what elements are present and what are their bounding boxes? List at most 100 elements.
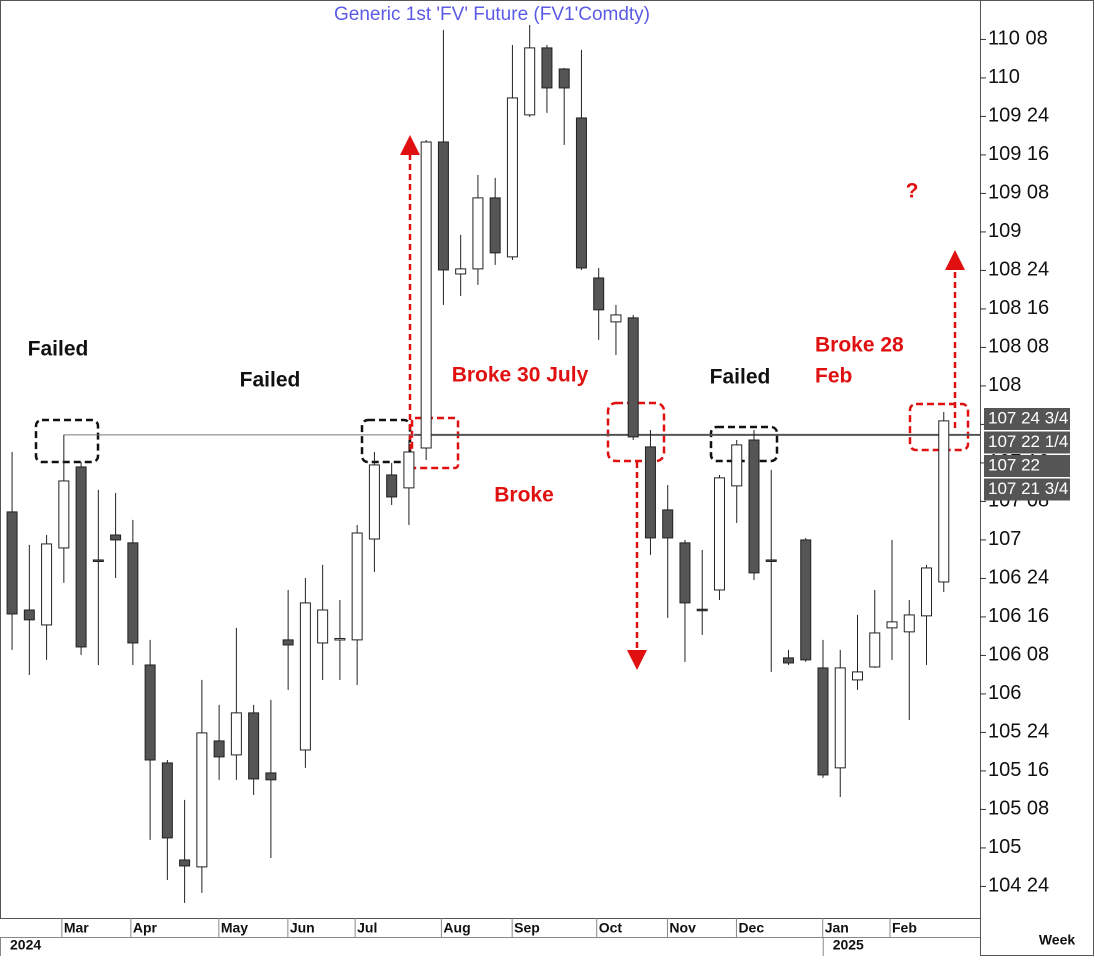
y-tick-label: 109 24	[988, 105, 1049, 127]
chart-title: Generic 1st 'FV' Future (FV1'Comdty)	[334, 4, 650, 25]
candle-body	[317, 609, 329, 644]
arrows	[400, 135, 965, 670]
y-tick-label: 110	[988, 66, 1020, 88]
candle-body	[368, 464, 380, 540]
candle-body	[593, 277, 605, 311]
candle-body	[386, 474, 398, 498]
price-tag-label: 107 22	[988, 455, 1040, 474]
candle-body	[800, 539, 812, 661]
candle-body	[644, 446, 656, 539]
x-axis-label: Week	[1039, 932, 1076, 948]
y-tick-label: 108 08	[988, 336, 1049, 358]
y-tick-label: 106	[988, 682, 1021, 704]
x-tick-label: Aug	[443, 920, 470, 936]
x-tick-label: Jun	[290, 920, 315, 936]
candle-body	[213, 740, 225, 758]
annotation: Broke 30 July	[452, 364, 589, 387]
y-tick-label: 107	[988, 528, 1021, 550]
candle-body	[230, 712, 242, 756]
candle-body	[299, 602, 311, 751]
candle-body	[420, 141, 432, 449]
candle-body	[782, 657, 794, 664]
candle-body	[351, 532, 363, 641]
price-tag	[984, 478, 1070, 501]
x-tick-label: Mar	[64, 920, 89, 936]
candle-body	[938, 420, 950, 583]
candle-body	[179, 859, 191, 867]
candle-body	[662, 509, 674, 539]
candle-body	[765, 559, 777, 562]
y-tick-label: 110 08	[988, 28, 1048, 50]
annotation: ?	[906, 180, 919, 203]
y-tick-label: 104 24	[988, 875, 1049, 897]
candle-body	[921, 567, 933, 617]
price-tag-label: 107 22 1/4	[988, 432, 1068, 451]
candle-body	[679, 542, 691, 604]
candle-body	[23, 609, 35, 621]
y-tick-label: 108	[988, 374, 1021, 396]
candle-body	[282, 639, 294, 646]
candle-body	[161, 762, 173, 839]
y-tick-label: 109 08	[988, 182, 1049, 204]
candle-body	[575, 117, 587, 269]
y-tick-label: 109	[988, 220, 1021, 242]
price-tag-label: 107 21 3/4	[988, 479, 1068, 498]
x-tick-label: May	[221, 920, 248, 936]
candle-body	[75, 466, 87, 648]
year-label: 2024	[10, 937, 41, 953]
price-tag	[984, 455, 1070, 477]
annotation: Failed	[710, 366, 771, 389]
box	[410, 416, 460, 470]
y-tick-label: 109 16	[988, 143, 1049, 165]
candle-body	[713, 477, 725, 591]
box	[709, 425, 779, 463]
candle-body	[455, 268, 467, 275]
candle-body	[610, 314, 622, 323]
candle-body	[817, 667, 829, 776]
candle-body	[334, 637, 346, 641]
price-tag-label: 107 24 3/4	[988, 408, 1068, 427]
box	[360, 418, 412, 464]
y-tick-label: 105 08	[988, 798, 1049, 820]
y-tick-label: 108 24	[988, 259, 1049, 281]
candle-body	[41, 543, 53, 626]
x-tick-label: Jan	[825, 920, 849, 936]
candle-body	[92, 559, 104, 562]
x-tick-label: Jul	[357, 920, 377, 936]
candle-body	[541, 47, 553, 89]
y-tick-label: 105 16	[988, 759, 1049, 781]
candle-body	[437, 141, 449, 271]
candle-body	[489, 197, 501, 254]
candle-body	[696, 608, 708, 612]
annotation: Failed	[28, 338, 89, 361]
candle-body	[127, 542, 139, 644]
box	[606, 401, 666, 463]
candle-body	[403, 451, 415, 489]
y-tick-label: 106 24	[988, 567, 1049, 589]
candle-body	[558, 68, 570, 89]
x-tick-label: Dec	[738, 920, 764, 936]
year-label: 2025	[833, 937, 864, 953]
x-tick-label: Sep	[514, 920, 540, 936]
price-tag	[984, 431, 1070, 454]
y-tick-label: 106 08	[988, 644, 1049, 666]
candle-body	[886, 621, 898, 629]
candle-body	[748, 439, 760, 574]
candle-body	[6, 511, 18, 615]
candle-body	[869, 632, 881, 668]
candle-body	[834, 667, 846, 769]
boxes	[34, 401, 970, 470]
x-tick-label: Apr	[133, 920, 158, 936]
candle-body	[196, 732, 208, 868]
y-tick-label: 106 16	[988, 605, 1049, 627]
candle-body	[627, 317, 639, 438]
candle-body	[506, 97, 518, 258]
x-tick-label: Oct	[599, 920, 623, 936]
candle-body	[265, 772, 277, 781]
candle-body	[852, 671, 863, 681]
annotation: Broke	[494, 484, 554, 507]
y-tick-label: 105 24	[988, 721, 1049, 743]
box	[34, 418, 100, 464]
candle-body	[903, 614, 915, 633]
